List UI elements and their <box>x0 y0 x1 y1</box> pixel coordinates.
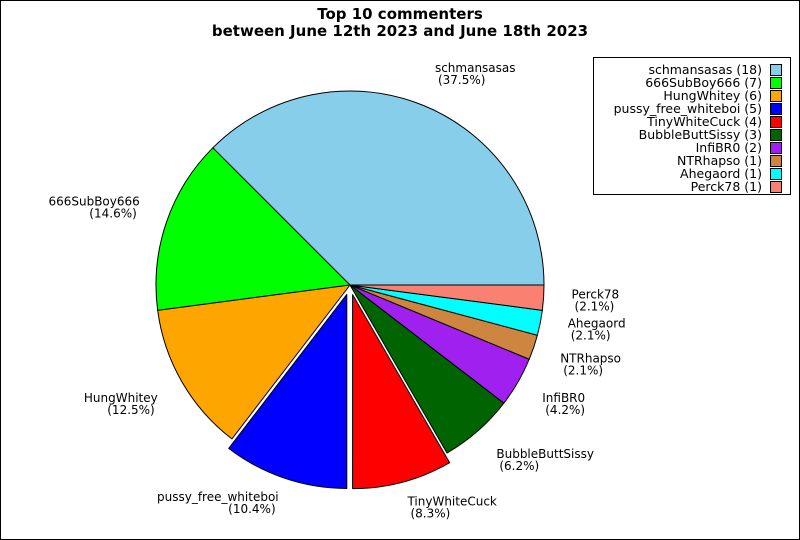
legend-swatch <box>770 142 782 154</box>
legend-swatch <box>770 129 782 141</box>
pie-slice-tinywhitecuck <box>352 294 451 490</box>
legend-item-infibr0: InfiBR0 (2) <box>696 141 782 155</box>
pie-slice-perck78 <box>349 284 545 311</box>
legend-label: HungWhitey (6) <box>663 88 762 103</box>
slice-percent-tinywhitecuck: (8.3%) <box>410 506 450 520</box>
slice-label-bubblebuttsissy: BubbleButtSissy <box>496 447 594 461</box>
chart-title-line-2: between June 12th 2023 and June 18th 202… <box>211 22 589 40</box>
legend-swatch <box>770 116 782 128</box>
legend-swatch <box>770 168 782 180</box>
legend-swatch <box>770 103 782 115</box>
slice-label-ntrhapso: NTRhapso <box>560 351 621 365</box>
slice-percent-ahegaord: (2.1%) <box>571 328 611 342</box>
legend-swatch <box>770 181 782 193</box>
legend-swatch <box>770 155 782 167</box>
chart-legend: schmansasas (18) 666SubBoy666 (7) HungWhit… <box>593 57 791 195</box>
chart-title: Top 10 commenters between June 12th 2023… <box>1 6 799 40</box>
legend-swatch <box>770 64 782 76</box>
pie-slice-pussy-free-whiteboi <box>228 293 348 489</box>
legend-label: TinyWhiteCuck (4) <box>647 114 762 129</box>
slice-percent-perck78: (2.1%) <box>575 300 615 314</box>
pie-slice-hungwhitey <box>157 284 351 440</box>
legend-item-hungwhitey: HungWhitey (6) <box>663 89 782 103</box>
slice-label-perck78: Perck78 <box>572 288 620 302</box>
legend-item-pussy-free-whiteboi: pussy_free_whiteboi (5) <box>614 102 782 116</box>
legend-swatch <box>770 77 782 89</box>
slice-percent-pussy-free-whiteboi: (10.4%) <box>228 502 275 516</box>
slice-label-tinywhitecuck: TinyWhiteCuck <box>406 494 496 508</box>
slice-label-schmansasas: schmansasas <box>435 61 516 75</box>
slice-label-infibr0: InfiBR0 <box>542 391 585 405</box>
legend-label: BubbleButtSissy (3) <box>638 127 762 142</box>
slice-percent-schmansasas: (37.5%) <box>438 73 485 87</box>
legend-item-perck78: Perck78 (1) <box>691 180 782 194</box>
chart-title-line-1: Top 10 commenters <box>317 5 483 23</box>
slice-label-ahegaord: Ahegaord <box>568 316 626 330</box>
slice-percent-infibr0: (4.2%) <box>545 403 585 417</box>
legend-item-tinywhitecuck: TinyWhiteCuck (4) <box>647 115 782 129</box>
legend-item-schmansasas: schmansasas (18) <box>648 63 782 77</box>
legend-swatch <box>770 90 782 102</box>
pie-slice-schmansasas <box>212 90 545 286</box>
slice-percent-bubblebuttsissy: (6.2%) <box>499 459 539 473</box>
legend-item-bubblebuttsissy: BubbleButtSissy (3) <box>639 128 782 142</box>
legend-label: pussy_free_whiteboi (5) <box>613 101 762 116</box>
slice-percent-666subboy666: (14.6%) <box>89 207 136 221</box>
legend-item-ntrhapso: NTRhapso (1) <box>677 154 782 168</box>
legend-label: 666SubBoy666 (7) <box>645 75 762 90</box>
pie-slice-666subboy666 <box>155 147 351 311</box>
slice-label-pussy-free-whiteboi: pussy_free_whiteboi <box>157 490 279 504</box>
slice-label-hungwhitey: HungWhitey <box>84 391 158 405</box>
legend-item-666subboy666: 666SubBoy666 (7) <box>645 76 782 90</box>
slice-percent-ntrhapso: (2.1%) <box>563 363 603 377</box>
slice-percent-hungwhitey: (12.5%) <box>107 403 154 417</box>
legend-item-ahegaord: Ahegaord (1) <box>680 167 782 181</box>
slice-label-666subboy666: 666SubBoy666 <box>48 195 139 209</box>
legend-label: NTRhapso (1) <box>676 153 762 168</box>
legend-label: schmansasas (18) <box>648 62 762 77</box>
legend-label: Perck78 (1) <box>690 179 762 194</box>
legend-label: InfiBR0 (2) <box>695 140 762 155</box>
legend-label: Ahegaord (1) <box>680 166 762 181</box>
